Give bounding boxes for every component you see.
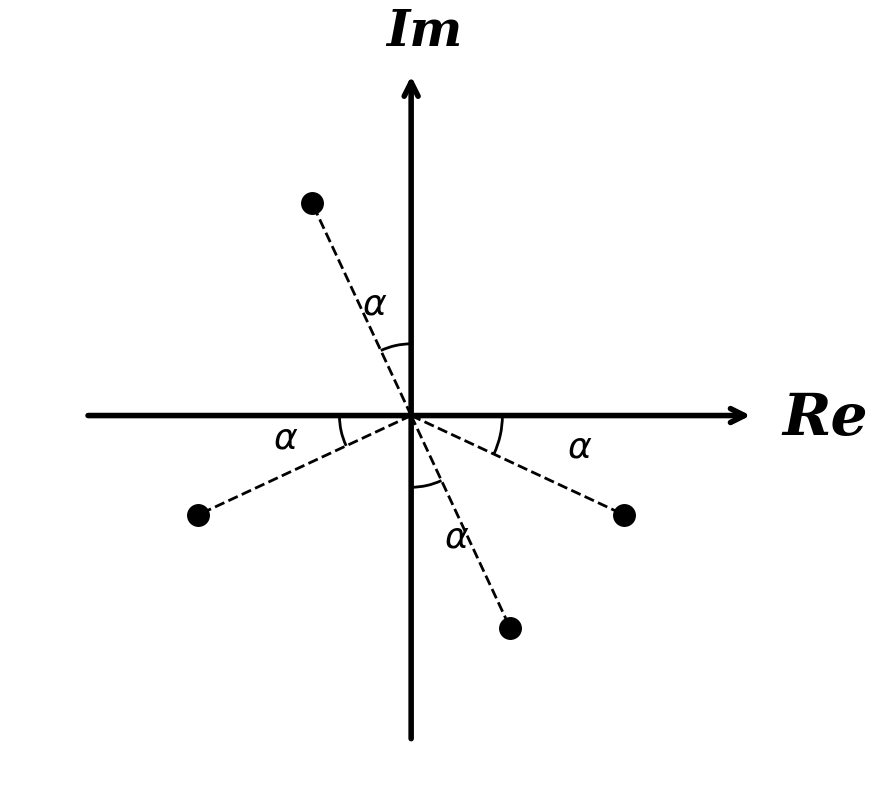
Point [617,508,631,521]
Text: $\alpha$: $\alpha$ [363,287,387,321]
Point [305,196,319,209]
Text: $\alpha$: $\alpha$ [445,521,470,555]
Text: Re: Re [782,390,868,447]
Text: $\alpha$: $\alpha$ [273,422,298,456]
Text: Im: Im [386,8,462,57]
Point [504,621,518,634]
Point [191,508,206,521]
Text: $\alpha$: $\alpha$ [567,430,593,464]
